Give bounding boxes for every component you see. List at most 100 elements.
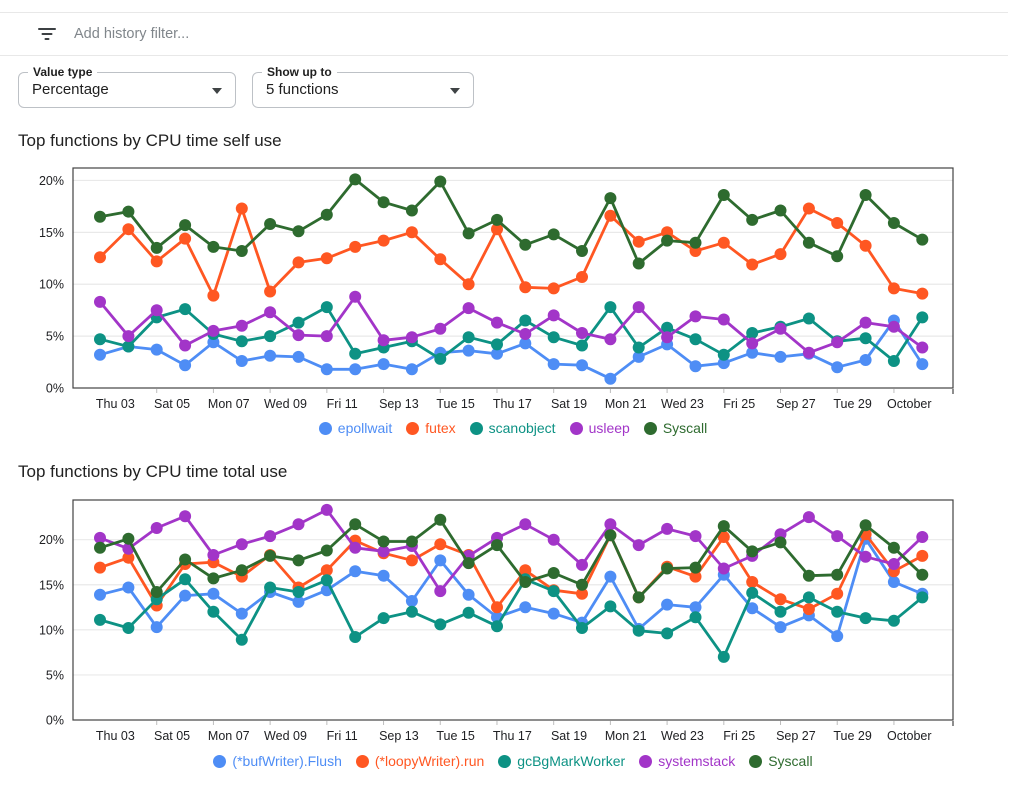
- data-point[interactable]: [519, 337, 532, 350]
- data-point[interactable]: [405, 605, 418, 618]
- data-point[interactable]: [604, 518, 617, 531]
- data-point[interactable]: [207, 572, 220, 585]
- data-point[interactable]: [235, 335, 248, 348]
- data-point[interactable]: [661, 331, 674, 344]
- data-point[interactable]: [576, 359, 588, 372]
- data-point[interactable]: [462, 588, 475, 601]
- data-point[interactable]: [661, 321, 674, 334]
- data-point[interactable]: [831, 361, 844, 374]
- data-point[interactable]: [462, 302, 475, 315]
- data-point[interactable]: [859, 519, 872, 532]
- data-point[interactable]: [320, 330, 333, 343]
- data-point[interactable]: [661, 226, 674, 239]
- data-point[interactable]: [94, 541, 106, 554]
- data-point[interactable]: [377, 358, 390, 371]
- data-point[interactable]: [632, 539, 645, 552]
- data-point[interactable]: [859, 239, 872, 252]
- cpu-total-chart[interactable]: 0% 5% 10% 15% 20% Thu 03 Sat 05 Mon 07 Wed 09 Fri…: [0, 487, 1030, 745]
- data-point[interactable]: [746, 337, 759, 350]
- data-point[interactable]: [150, 241, 163, 254]
- data-point[interactable]: [576, 578, 588, 591]
- data-point[interactable]: [264, 306, 277, 319]
- data-point[interactable]: [661, 598, 674, 611]
- data-point[interactable]: [207, 549, 220, 561]
- data-point[interactable]: [264, 581, 277, 594]
- data-point[interactable]: [434, 175, 447, 188]
- data-point[interactable]: [94, 531, 106, 544]
- data-point[interactable]: [746, 213, 759, 226]
- data-point[interactable]: [802, 236, 815, 249]
- data-point[interactable]: [349, 240, 362, 253]
- data-point[interactable]: [831, 336, 844, 349]
- data-point[interactable]: [349, 290, 362, 303]
- data-point[interactable]: [604, 209, 617, 222]
- data-point[interactable]: [604, 192, 617, 205]
- data-point[interactable]: [150, 621, 163, 634]
- data-point[interactable]: [405, 331, 418, 344]
- data-point[interactable]: [349, 565, 362, 578]
- data-point[interactable]: [491, 620, 503, 633]
- data-point[interactable]: [434, 585, 447, 598]
- data-point[interactable]: [689, 360, 702, 373]
- data-point[interactable]: [122, 330, 135, 343]
- data-point[interactable]: [689, 570, 702, 583]
- data-point[interactable]: [746, 576, 759, 588]
- data-point[interactable]: [887, 558, 900, 570]
- data-point[interactable]: [292, 329, 305, 342]
- data-point[interactable]: [150, 522, 163, 534]
- data-point[interactable]: [94, 348, 106, 361]
- data-point[interactable]: [349, 347, 362, 360]
- data-point[interactable]: [491, 213, 503, 226]
- data-point[interactable]: [916, 549, 929, 562]
- data-point[interactable]: [519, 238, 532, 251]
- data-point[interactable]: [235, 538, 248, 551]
- data-point[interactable]: [349, 173, 362, 186]
- data-point[interactable]: [519, 281, 532, 294]
- data-point[interactable]: [264, 218, 277, 230]
- data-point[interactable]: [717, 531, 730, 543]
- data-point[interactable]: [746, 586, 759, 599]
- data-point[interactable]: [802, 202, 815, 215]
- data-point[interactable]: [547, 585, 560, 598]
- data-point[interactable]: [122, 581, 135, 594]
- data-point[interactable]: [349, 363, 362, 376]
- data-point[interactable]: [576, 587, 588, 600]
- data-point[interactable]: [831, 250, 844, 263]
- data-point[interactable]: [916, 568, 929, 581]
- data-point[interactable]: [916, 358, 929, 371]
- data-point[interactable]: [434, 554, 447, 567]
- data-point[interactable]: [746, 327, 759, 339]
- data-point[interactable]: [235, 355, 248, 367]
- data-point[interactable]: [462, 331, 475, 344]
- data-point[interactable]: [150, 343, 163, 356]
- data-point[interactable]: [916, 341, 929, 354]
- data-point[interactable]: [604, 529, 617, 542]
- data-point[interactable]: [916, 311, 929, 324]
- data-point[interactable]: [235, 564, 248, 577]
- data-point[interactable]: [519, 576, 532, 588]
- data-point[interactable]: [122, 532, 135, 545]
- data-point[interactable]: [831, 530, 844, 543]
- data-point[interactable]: [689, 236, 702, 249]
- data-point[interactable]: [292, 554, 305, 567]
- data-point[interactable]: [179, 219, 192, 232]
- data-point[interactable]: [491, 539, 503, 552]
- data-point[interactable]: [519, 601, 532, 614]
- data-point[interactable]: [434, 513, 447, 526]
- data-point[interactable]: [576, 327, 588, 339]
- data-point[interactable]: [462, 557, 475, 570]
- data-point[interactable]: [320, 208, 333, 221]
- data-point[interactable]: [377, 569, 390, 582]
- data-point[interactable]: [179, 589, 192, 602]
- data-point[interactable]: [887, 576, 900, 588]
- data-point[interactable]: [689, 530, 702, 543]
- data-point[interactable]: [547, 309, 560, 322]
- data-point[interactable]: [831, 587, 844, 600]
- data-point[interactable]: [207, 324, 220, 337]
- data-point[interactable]: [774, 593, 787, 606]
- data-point[interactable]: [94, 333, 106, 346]
- data-point[interactable]: [916, 233, 929, 246]
- data-point[interactable]: [462, 606, 475, 619]
- data-point[interactable]: [802, 346, 815, 359]
- data-point[interactable]: [235, 245, 248, 257]
